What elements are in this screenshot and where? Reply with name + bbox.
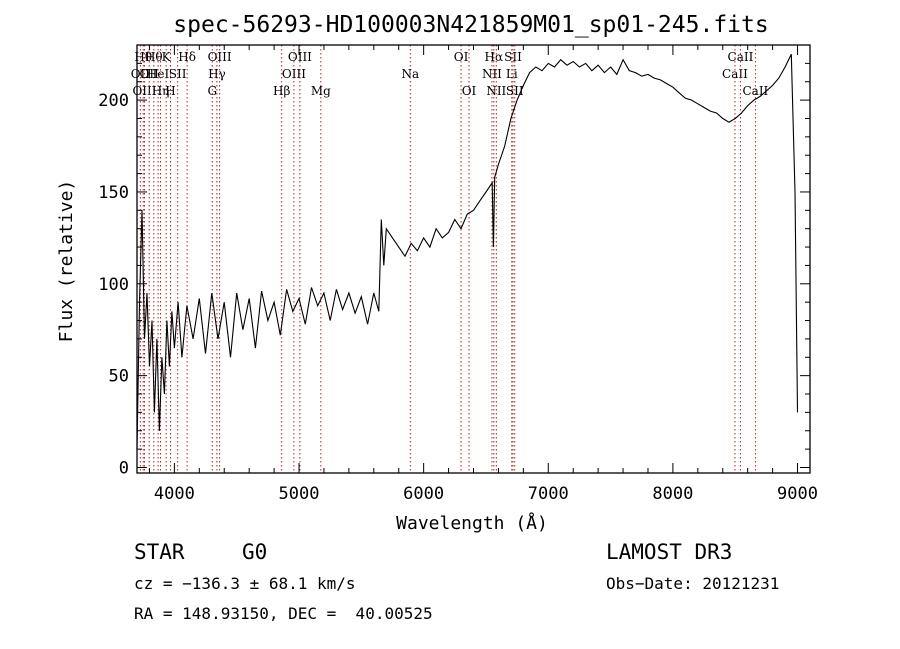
redshift-cz: cz = −136.3 ± 68.1 km/s [134,574,356,593]
x-tick-label: 7000 [528,484,569,504]
line-marker-label: NII [486,84,506,98]
object-class: STAR [134,540,185,564]
line-marker-label: Li [506,67,518,81]
line-marker-label: SII [169,67,187,81]
line-marker-label: Hθ [134,50,152,64]
line-marker-label: Hη [152,84,170,98]
line-marker-label: OI [462,84,477,98]
y-tick-label: 150 [98,183,129,203]
line-marker-label: Hβ [273,84,290,98]
axes: 4000 5000 6000 7000 8000 9000 0 50 100 150 200 [98,45,818,504]
line-marker-label: Na [401,67,419,81]
y-tick-label: 50 [109,367,129,387]
line-marker-label: OIII [132,84,156,98]
plot-frame [136,44,811,474]
line-marker-label: CaII [742,84,768,98]
flux-series-line [136,53,799,450]
line-marker-label: Hθ [145,50,163,64]
y-tick-label: 100 [98,275,129,295]
line-marker-label: CaII [728,50,754,64]
spectral-line-markers: OIIHθOIIIOIIHθHeIHηKHSIIHδGHγOIIIHβOIIIO… [131,45,769,473]
line-marker-label: SII [504,50,522,64]
object-subclass: G0 [242,540,268,564]
spectrum-chart: spec-56293-HD100003N421859M01_sp01-245.f… [56,12,818,534]
line-marker-label: G [207,84,217,98]
line-marker-label: OIII [288,50,312,64]
x-tick-label: 6000 [403,484,444,504]
line-marker-label: OII [131,67,151,81]
y-tick-label: 200 [98,91,129,111]
survey-name: LAMOST DR3 [606,540,733,564]
line-marker-label: NII [482,67,502,81]
line-marker-label: Hα [485,50,504,64]
x-tick-label: 8000 [652,484,693,504]
line-marker-label: Hδ [178,50,196,64]
x-axis-label: Wavelength (Å) [396,512,548,534]
line-marker-label: H [165,84,175,98]
line-marker-label: Hγ [208,67,226,81]
line-marker-label: HeI [147,67,170,81]
x-tick-label: 5000 [279,484,320,504]
line-marker-label: OIII [282,67,306,81]
line-marker-label: OIII [208,50,232,64]
y-axis-label: Flux (relative) [56,180,77,343]
ra-dec-coordinates: RA = 148.93150, DEC = 40.00525 [134,604,433,623]
y-tick-label: 0 [119,458,129,478]
line-marker-label: CaII [722,67,748,81]
chart-title: spec-56293-HD100003N421859M01_sp01-245.f… [173,12,768,38]
line-marker-label: Mg [311,84,331,98]
line-marker-label: K [162,50,172,64]
x-tick-label: 4000 [154,484,195,504]
observation-date: Obs−Date: 20121231 [606,574,780,593]
x-tick-label: 9000 [777,484,818,504]
line-marker-label: OI [454,50,469,64]
